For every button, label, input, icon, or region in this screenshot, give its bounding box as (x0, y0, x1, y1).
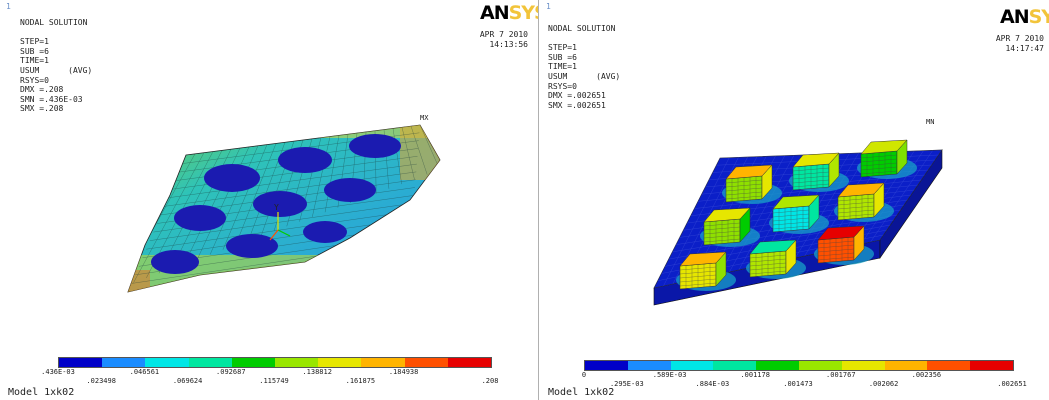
legend-tick-label: .884E-03 (695, 380, 730, 388)
legend-swatch (188, 358, 232, 367)
date-label: APR 7 2010 (479, 30, 528, 39)
axis-triad (269, 212, 291, 241)
legend-swatch (404, 358, 448, 367)
legend-swatch (145, 358, 189, 367)
right-viewport: 1 NODAL SOLUTION STEP=1 SUB =6 TIME=1 USUM (… (540, 0, 1049, 400)
column-block (814, 225, 874, 265)
column-block (857, 139, 917, 179)
legend-ticks-top: .436E-03 .046561 .092687 .138812 .184938 (41, 368, 490, 377)
legend-swatch (670, 361, 714, 370)
legend-tick-label: .002062 (868, 380, 899, 388)
legend-swatch (447, 358, 492, 367)
legend-tick-label: .001178 (740, 371, 770, 379)
column-block (834, 182, 894, 222)
legend-swatch (927, 361, 971, 370)
info-line: DMX =.002651 (548, 91, 606, 101)
legend-tick-label: .115749 (259, 377, 289, 385)
info-line: RSYS=0 (20, 75, 49, 85)
legend-tick-label: .001473 (783, 380, 813, 388)
legend-tick-label: .436E-03 (41, 368, 75, 376)
legend-swatch (798, 361, 842, 370)
color-legend-bar (58, 357, 492, 368)
legend-swatch (756, 361, 799, 370)
legend-swatch (884, 361, 928, 370)
legend-swatch (627, 361, 671, 370)
time-label: 14:13:56 (489, 39, 528, 49)
ansys-logo: ANSYS (480, 2, 538, 24)
column-block (789, 152, 849, 192)
info-line: DMX =.208 (20, 85, 64, 95)
max-marker-label: MX (420, 114, 429, 122)
info-line: TIME=1 (548, 62, 577, 72)
legend-tick-label: .046561 (129, 368, 160, 376)
column-block (746, 239, 806, 279)
legend-swatch (275, 358, 319, 367)
column-block (700, 207, 760, 247)
ansys-logo: ANSYS (1000, 6, 1049, 28)
legend-tick-label: .002356 (911, 371, 942, 379)
column-block (769, 194, 829, 234)
info-line: USUM (AVG) (548, 71, 621, 81)
legend-ticks-top: 0 .589E-03 .001178 .001767 .002356 (581, 371, 1012, 380)
info-line: USUM (AVG) (20, 65, 93, 75)
info-line: SUB =6 (548, 52, 577, 62)
color-legend-bar (584, 360, 1014, 371)
legend-tick-label: .295E-03 (609, 380, 644, 388)
legend-tick-label: .208 (481, 377, 499, 385)
legend-swatch (361, 358, 405, 367)
legend-tick-label: .092687 (216, 368, 246, 376)
legend-tick-label: .002651 (997, 380, 1027, 388)
time-label: 14:17:47 (1005, 43, 1044, 53)
legend-swatch (59, 358, 103, 367)
column-block (722, 164, 782, 204)
info-line: SMX =.002651 (548, 100, 606, 110)
support-regions (151, 134, 401, 274)
legend-ticks-bottom: .295E-03 .884E-03 .001473 .002062 .002651 (584, 380, 1027, 389)
solution-info-block: NODAL SOLUTION STEP=1 SUB =6 TIME=1 USUM (AV… (20, 18, 92, 114)
legend-swatch (102, 358, 146, 367)
info-line: SMN =.436E-03 (20, 94, 83, 104)
legend-swatch (713, 361, 757, 370)
info-line: SMX =.208 (20, 104, 64, 114)
timestamp: APR 7 2010 14:13:56 (440, 30, 528, 49)
info-line: RSYS=0 (548, 81, 577, 91)
solution-info-block: NODAL SOLUTION STEP=1 SUB =6 TIME=1 USUM (AV… (548, 24, 620, 110)
legend-swatch (841, 361, 885, 370)
model-title: Model 1xk02 (548, 387, 615, 398)
info-line: TIME=1 (20, 56, 49, 66)
window-number: 1 (6, 2, 11, 11)
legend-swatch (231, 358, 276, 367)
info-line: NODAL SOLUTION (20, 18, 88, 27)
model-title: Model 1xk02 (8, 387, 75, 398)
column-blocks (676, 139, 917, 291)
legend-tick-label: .184938 (388, 368, 419, 376)
deformed-plate-plot: Y (127, 124, 441, 293)
foundation-box-plot (653, 139, 943, 306)
legend-swatch (318, 358, 362, 367)
left-viewport: 1 NODAL SOLUTION STEP=1 SUB =6 TIME=1 USUM (… (6, 0, 539, 400)
info-line: NODAL SOLUTION (548, 24, 616, 33)
legend-tick-label: .069624 (172, 377, 203, 385)
window-number: 1 (546, 2, 551, 11)
legend-swatch (970, 361, 1013, 370)
legend-tick-label: .589E-03 (652, 371, 687, 379)
timestamp: APR 7 2010 14:17:47 (952, 34, 1044, 53)
column-block (676, 251, 736, 291)
info-line: SUB =6 (20, 46, 49, 56)
min-marker-label: MN (926, 118, 935, 126)
legend-tick-label: .001767 (826, 371, 856, 379)
legend-ticks-bottom: .023498 .069624 .115749 .161875 .208 (58, 377, 498, 386)
info-line: STEP=1 (548, 43, 577, 53)
date-label: APR 7 2010 (995, 34, 1044, 43)
legend-tick-label: .161875 (345, 377, 376, 385)
legend-swatch (585, 361, 628, 370)
legend-tick-label: .023498 (86, 377, 116, 385)
info-line: STEP=1 (20, 37, 49, 47)
legend-tick-label: 0 (581, 371, 587, 379)
axis-y-label: Y (274, 203, 279, 212)
legend-tick-label: .138812 (302, 368, 332, 376)
